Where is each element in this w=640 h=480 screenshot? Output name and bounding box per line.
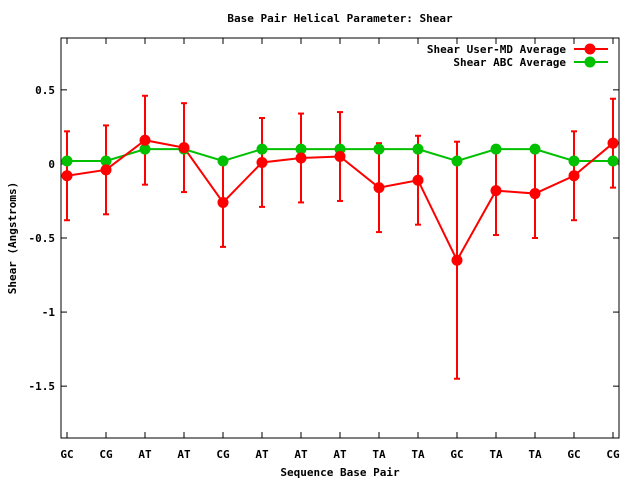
y-tick-label: 0 bbox=[48, 158, 55, 171]
legend-swatch-marker bbox=[584, 43, 596, 55]
data-point bbox=[100, 155, 112, 167]
legend-label: Shear ABC Average bbox=[453, 56, 566, 69]
x-tick-label: CG bbox=[606, 448, 620, 461]
x-tick-label: GC bbox=[60, 448, 73, 461]
x-tick-label: TA bbox=[528, 448, 542, 461]
x-tick-label: GC bbox=[450, 448, 463, 461]
y-axis: 0.5 0 -0.5 -1 -1.5 bbox=[29, 84, 619, 393]
data-point bbox=[490, 185, 502, 197]
data-point bbox=[451, 254, 463, 266]
y-tick-label: -1.5 bbox=[29, 380, 56, 393]
y-axis-label: Shear (Angstroms) bbox=[6, 182, 19, 295]
data-point bbox=[607, 137, 619, 149]
x-tick-label: AT bbox=[294, 448, 308, 461]
x-tick-label: GC bbox=[567, 448, 580, 461]
data-point bbox=[412, 174, 424, 186]
data-point bbox=[139, 143, 151, 155]
data-point bbox=[568, 155, 580, 167]
y-tick-label: -0.5 bbox=[29, 232, 56, 245]
data-point bbox=[295, 143, 307, 155]
x-tick-label: TA bbox=[411, 448, 425, 461]
y-tick-label: -1 bbox=[42, 306, 56, 319]
data-point bbox=[373, 182, 385, 194]
data-point bbox=[217, 196, 229, 208]
x-tick-label: AT bbox=[138, 448, 152, 461]
x-tick-label: AT bbox=[255, 448, 269, 461]
data-point bbox=[373, 143, 385, 155]
data-point bbox=[217, 155, 229, 167]
data-point bbox=[256, 156, 268, 168]
x-tick-label: CG bbox=[99, 448, 113, 461]
data-point bbox=[256, 143, 268, 155]
data-point bbox=[295, 152, 307, 164]
data-point bbox=[451, 155, 463, 167]
data-point bbox=[100, 164, 112, 176]
data-point bbox=[61, 155, 73, 167]
data-point bbox=[568, 170, 580, 182]
x-tick-label: AT bbox=[177, 448, 191, 461]
x-tick-label: TA bbox=[372, 448, 386, 461]
chart-title: Base Pair Helical Parameter: Shear bbox=[227, 12, 453, 25]
data-point bbox=[61, 170, 73, 182]
x-axis: GC CG AT AT CG AT AT AT TA TA GC TA TA GC CG bbox=[60, 38, 620, 461]
x-tick-label: AT bbox=[333, 448, 347, 461]
data-point bbox=[178, 142, 190, 154]
data-point bbox=[412, 143, 424, 155]
data-point bbox=[607, 155, 619, 167]
data-point bbox=[334, 151, 346, 163]
x-tick-label: CG bbox=[216, 448, 230, 461]
y-tick-label: 0.5 bbox=[35, 84, 55, 97]
legend-swatch-marker bbox=[584, 56, 596, 68]
data-point bbox=[490, 143, 502, 155]
legend-label: Shear User-MD Average bbox=[427, 43, 566, 56]
x-axis-label: Sequence Base Pair bbox=[280, 466, 400, 479]
series-points bbox=[61, 134, 619, 266]
x-tick-label: TA bbox=[489, 448, 503, 461]
data-point bbox=[529, 143, 541, 155]
data-point bbox=[139, 134, 151, 146]
data-point bbox=[529, 188, 541, 200]
